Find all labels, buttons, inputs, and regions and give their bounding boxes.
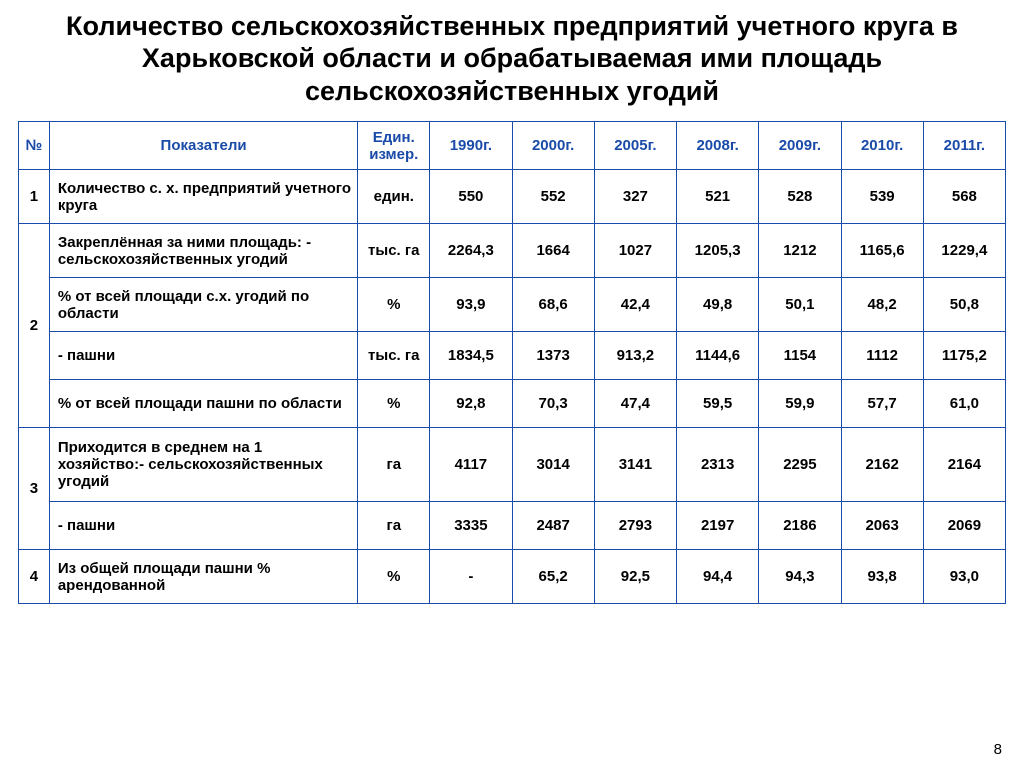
indicator-cell: Из общей площади пашни % арендованной (49, 550, 357, 604)
value-cell: 1229,4 (923, 224, 1005, 278)
unit-cell: един. (358, 170, 430, 224)
col-1990: 1990г. (430, 122, 512, 170)
value-cell: 48,2 (841, 278, 923, 332)
value-cell: 2186 (759, 502, 841, 550)
indicator-cell: Количество с. х. предприятий учетного кр… (49, 170, 357, 224)
value-cell: 3141 (594, 428, 676, 502)
value-cell: 50,1 (759, 278, 841, 332)
unit-cell: тыс. га (358, 224, 430, 278)
value-cell: 59,9 (759, 380, 841, 428)
value-cell: 94,3 (759, 550, 841, 604)
unit-cell: % (358, 278, 430, 332)
table-row: - пашни тыс. га 1834,5 1373 913,2 1144,6… (19, 332, 1006, 380)
value-cell: 4117 (430, 428, 512, 502)
value-cell: 2063 (841, 502, 923, 550)
table-row: - пашни га 3335 2487 2793 2197 2186 2063… (19, 502, 1006, 550)
unit-cell: % (358, 380, 430, 428)
indicator-cell: Приходится в среднем на 1 хозяйство:- се… (49, 428, 357, 502)
value-cell: 93,0 (923, 550, 1005, 604)
value-cell: 568 (923, 170, 1005, 224)
value-cell: 1212 (759, 224, 841, 278)
value-cell: 42,4 (594, 278, 676, 332)
value-cell: 539 (841, 170, 923, 224)
value-cell: 2793 (594, 502, 676, 550)
indicator-cell: - пашни (49, 502, 357, 550)
col-unit: Един. измер. (358, 122, 430, 170)
value-cell: 59,5 (677, 380, 759, 428)
col-number: № (19, 122, 50, 170)
value-cell: 65,2 (512, 550, 594, 604)
value-cell: 3014 (512, 428, 594, 502)
value-cell: 61,0 (923, 380, 1005, 428)
agriculture-table: № Показатели Един. измер. 1990г. 2000г. … (18, 121, 1006, 604)
value-cell: 2069 (923, 502, 1005, 550)
unit-cell: тыс. га (358, 332, 430, 380)
value-cell: 1027 (594, 224, 676, 278)
table-row: % от всей площади пашни по области % 92,… (19, 380, 1006, 428)
value-cell: 1165,6 (841, 224, 923, 278)
col-2008: 2008г. (677, 122, 759, 170)
table-body: 1 Количество с. х. предприятий учетного … (19, 170, 1006, 604)
indicator-cell: - пашни (49, 332, 357, 380)
value-cell: 50,8 (923, 278, 1005, 332)
value-cell: 3335 (430, 502, 512, 550)
indicator-cell: % от всей площади пашни по области (49, 380, 357, 428)
value-cell: 1144,6 (677, 332, 759, 380)
value-cell: 93,8 (841, 550, 923, 604)
page-number: 8 (994, 741, 1002, 758)
value-cell: 2313 (677, 428, 759, 502)
value-cell: 1373 (512, 332, 594, 380)
value-cell: - (430, 550, 512, 604)
value-cell: 94,4 (677, 550, 759, 604)
value-cell: 49,8 (677, 278, 759, 332)
value-cell: 2295 (759, 428, 841, 502)
value-cell: 2164 (923, 428, 1005, 502)
col-2010: 2010г. (841, 122, 923, 170)
value-cell: 1175,2 (923, 332, 1005, 380)
value-cell: 2162 (841, 428, 923, 502)
value-cell: 2197 (677, 502, 759, 550)
col-2009: 2009г. (759, 122, 841, 170)
row-num: 2 (19, 224, 50, 428)
indicator-cell: % от всей площади с.х. угодий по области (49, 278, 357, 332)
value-cell: 552 (512, 170, 594, 224)
value-cell: 68,6 (512, 278, 594, 332)
table-row: 4 Из общей площади пашни % арендованной … (19, 550, 1006, 604)
value-cell: 92,8 (430, 380, 512, 428)
col-2000: 2000г. (512, 122, 594, 170)
col-2005: 2005г. (594, 122, 676, 170)
slide-title: Количество сельскохозяйственных предприя… (18, 10, 1006, 107)
value-cell: 521 (677, 170, 759, 224)
value-cell: 93,9 (430, 278, 512, 332)
row-num: 3 (19, 428, 50, 550)
col-indicators: Показатели (49, 122, 357, 170)
col-2011: 2011г. (923, 122, 1005, 170)
row-num: 4 (19, 550, 50, 604)
value-cell: 327 (594, 170, 676, 224)
value-cell: 1834,5 (430, 332, 512, 380)
value-cell: 70,3 (512, 380, 594, 428)
value-cell: 47,4 (594, 380, 676, 428)
value-cell: 1205,3 (677, 224, 759, 278)
value-cell: 2264,3 (430, 224, 512, 278)
value-cell: 57,7 (841, 380, 923, 428)
table-row: 3 Приходится в среднем на 1 хозяйство:- … (19, 428, 1006, 502)
table-row: 1 Количество с. х. предприятий учетного … (19, 170, 1006, 224)
value-cell: 2487 (512, 502, 594, 550)
value-cell: 92,5 (594, 550, 676, 604)
unit-cell: % (358, 550, 430, 604)
value-cell: 528 (759, 170, 841, 224)
value-cell: 550 (430, 170, 512, 224)
value-cell: 1112 (841, 332, 923, 380)
value-cell: 1664 (512, 224, 594, 278)
value-cell: 1154 (759, 332, 841, 380)
table-row: % от всей площади с.х. угодий по области… (19, 278, 1006, 332)
indicator-cell: Закреплённая за ними площадь: - сельскох… (49, 224, 357, 278)
unit-cell: га (358, 428, 430, 502)
table-row: 2 Закреплённая за ними площадь: - сельск… (19, 224, 1006, 278)
value-cell: 913,2 (594, 332, 676, 380)
table-header-row: № Показатели Един. измер. 1990г. 2000г. … (19, 122, 1006, 170)
unit-cell: га (358, 502, 430, 550)
row-num: 1 (19, 170, 50, 224)
